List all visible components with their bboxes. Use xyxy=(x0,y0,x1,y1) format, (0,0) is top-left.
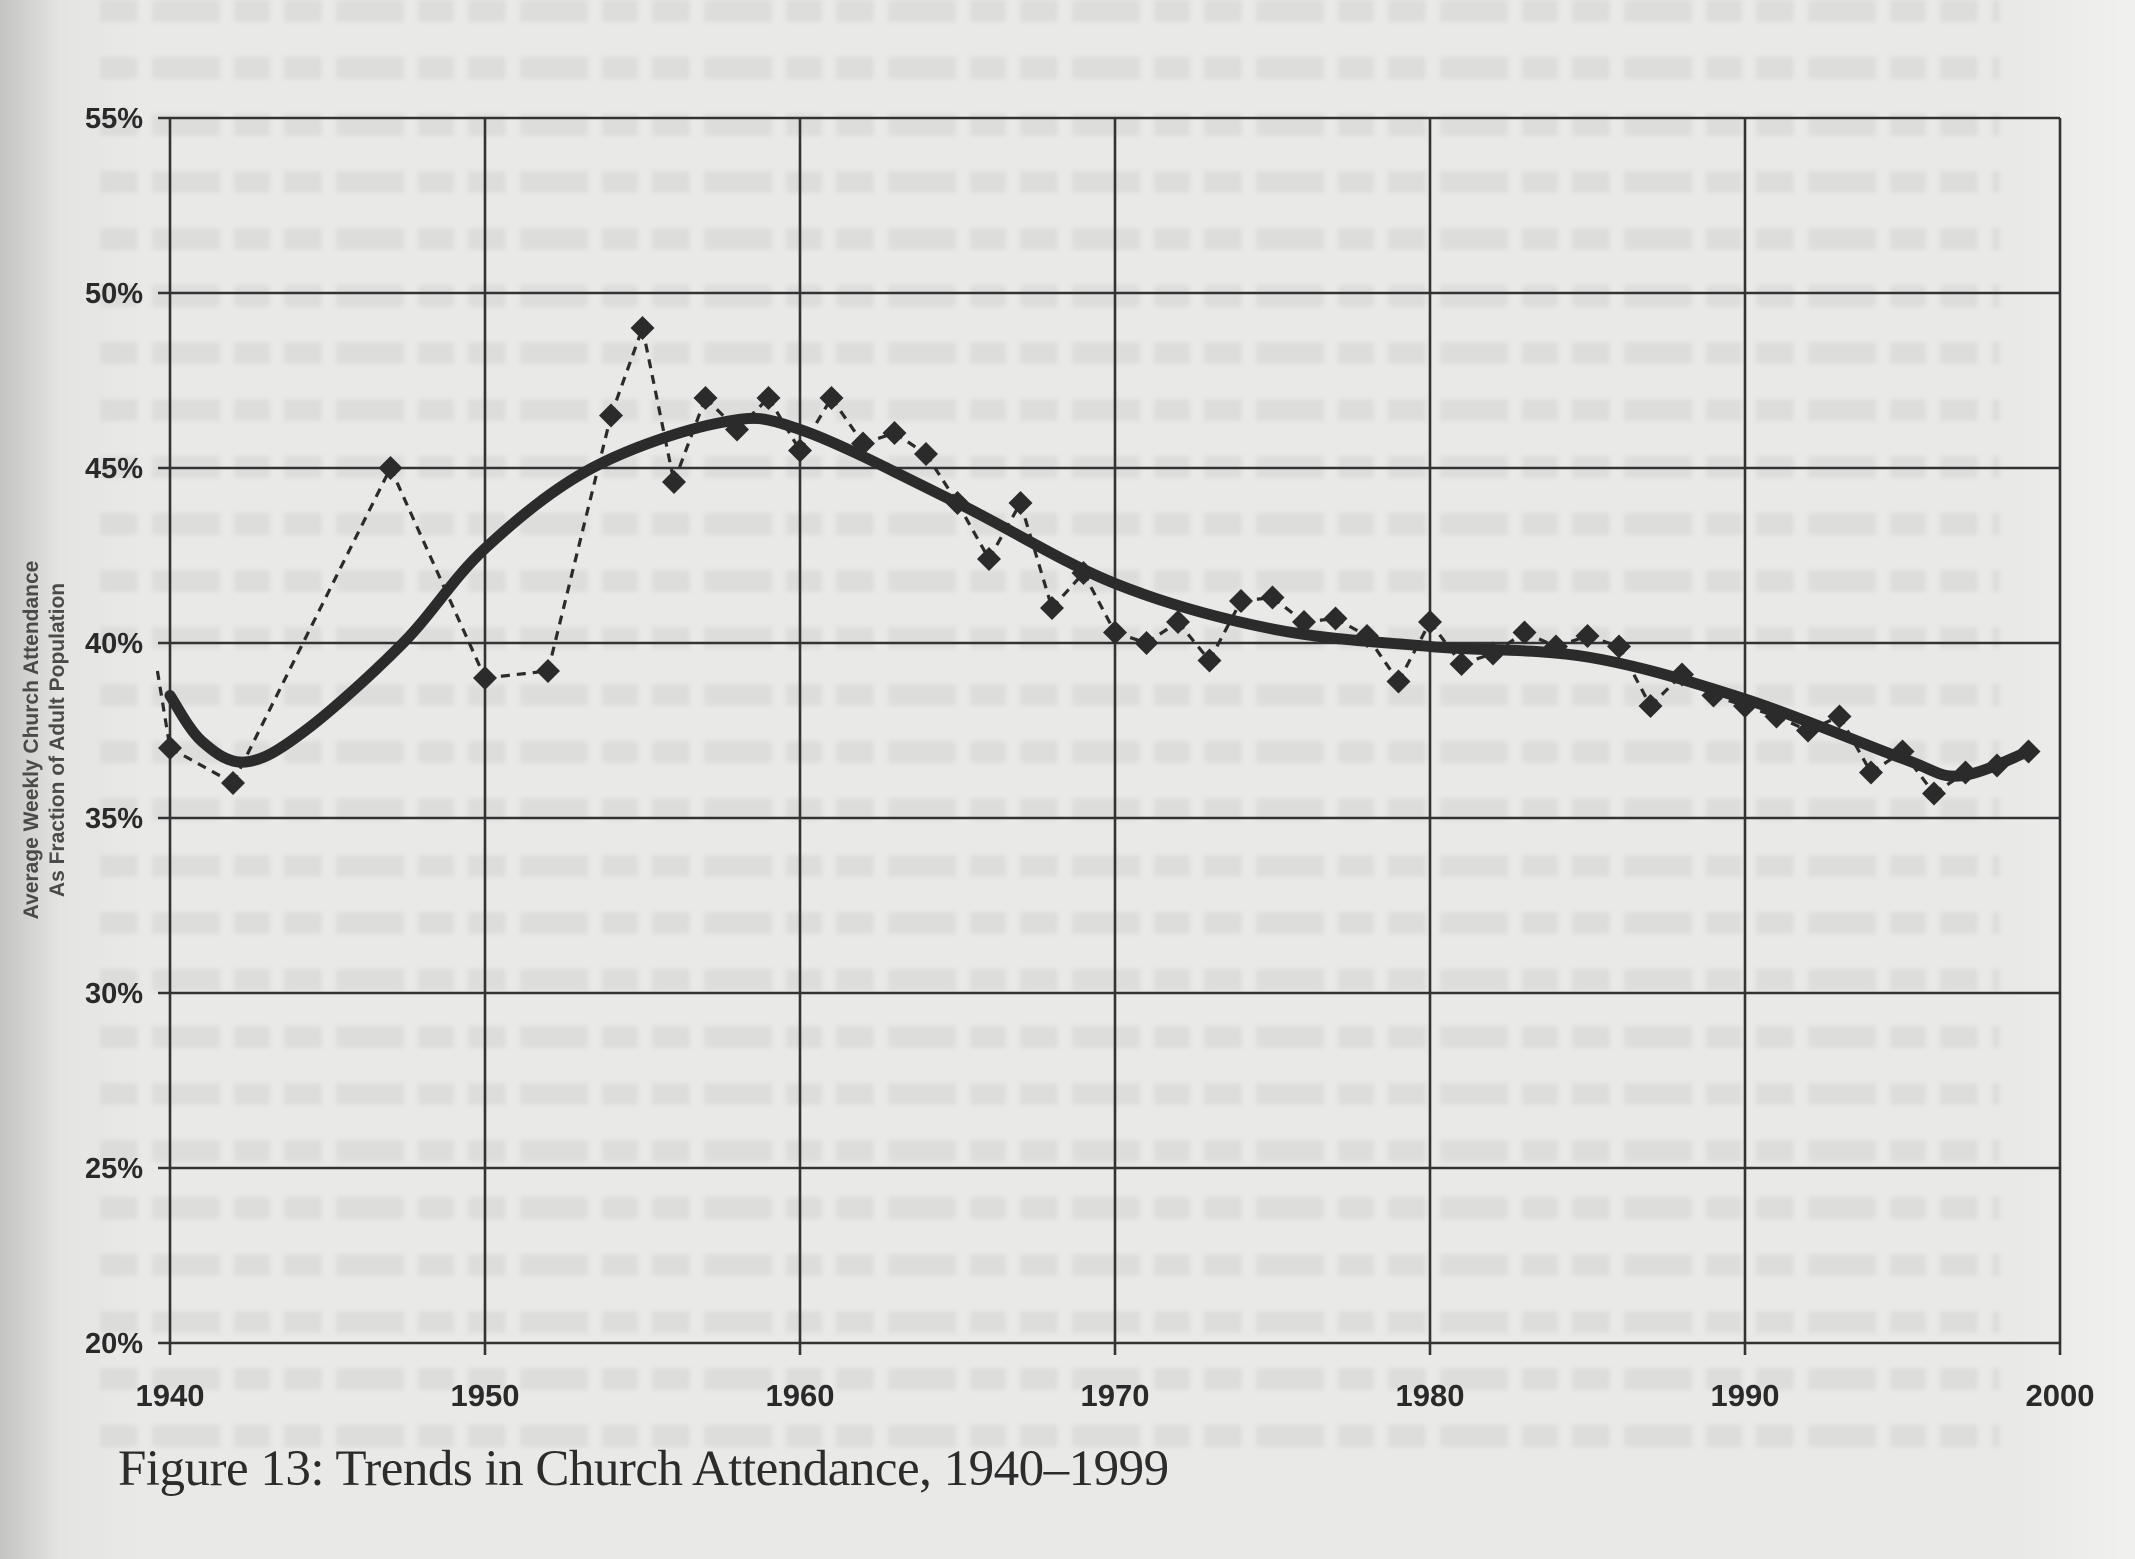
series-segment xyxy=(1901,750,1936,795)
y-axis-title-line-1: Average Weekly Church Attendance xyxy=(20,561,43,920)
series-segment xyxy=(956,502,991,560)
series-segment xyxy=(924,453,959,504)
series-segment xyxy=(640,327,676,483)
data-point-1952 xyxy=(536,659,560,683)
data-point-1979 xyxy=(1386,669,1411,694)
data-point-1995 xyxy=(1890,739,1915,764)
y-axis-title: Average Weekly Church Attendance As Frac… xyxy=(20,561,69,920)
data-point-1957 xyxy=(693,386,718,410)
data-point-1982 xyxy=(1481,641,1505,666)
series-segment xyxy=(546,415,613,672)
data-point-1994 xyxy=(1859,760,1883,785)
y-axis-title-line-2: As Fraction of Adult Population xyxy=(46,583,69,897)
series-segment xyxy=(672,397,707,483)
data-point-1987 xyxy=(1638,694,1663,718)
x-tick-label: 1980 xyxy=(1396,1378,1465,1413)
data-point-1993 xyxy=(1827,704,1852,729)
series-segment xyxy=(798,397,833,452)
x-axis-tick-labels: 1940 1950 1960 1970 1980 1990 2000 xyxy=(136,1378,2095,1413)
series-segment xyxy=(609,327,645,417)
annual-attendance-series xyxy=(155,327,2030,795)
series-segment xyxy=(1838,715,1873,774)
data-point-1997 xyxy=(1953,760,1978,785)
data-point-1976 xyxy=(1292,610,1316,634)
annual-attendance-markers xyxy=(158,316,2041,806)
data-point-1969 xyxy=(1071,561,1096,585)
series-segment xyxy=(1082,572,1117,634)
series-segment xyxy=(987,502,1022,560)
x-tick-label: 1960 xyxy=(766,1378,835,1413)
data-point-1975 xyxy=(1260,585,1285,610)
data-point-1947 xyxy=(378,456,403,480)
data-point-1958 xyxy=(725,417,749,442)
data-point-1992 xyxy=(1796,718,1820,743)
data-point-1971 xyxy=(1134,631,1159,655)
series-segment xyxy=(1397,621,1432,683)
series-segment xyxy=(169,746,234,785)
series-segment xyxy=(231,467,392,784)
data-point-1989 xyxy=(1701,683,1726,708)
series-segment xyxy=(767,397,802,452)
data-point-1974 xyxy=(1229,589,1253,613)
x-tick-label: 1990 xyxy=(1711,1378,1780,1413)
data-point-1988 xyxy=(1670,662,1694,687)
x-tick-label: 1970 xyxy=(1081,1378,1150,1413)
data-point-1973 xyxy=(1197,648,1222,673)
y-tick-label: 35% xyxy=(85,803,143,835)
data-point-1985 xyxy=(1575,624,1600,648)
y-tick-label: 20% xyxy=(85,1328,143,1360)
data-point-1980 xyxy=(1418,610,1442,634)
data-point-1963 xyxy=(882,421,907,445)
data-point-1959 xyxy=(756,386,781,410)
data-point-1981 xyxy=(1449,652,1474,676)
data-point-1950 xyxy=(473,666,497,690)
data-point-1978 xyxy=(1355,624,1379,648)
data-point-1983 xyxy=(1512,620,1537,645)
data-point-1968 xyxy=(1040,596,1064,620)
data-point-1998 xyxy=(1985,753,2009,778)
trend-curve xyxy=(164,412,2034,782)
data-point-1960 xyxy=(788,438,812,463)
figure-caption: Figure 13: Trends in Church Attendance, … xyxy=(118,1441,1169,1497)
y-axis-tick-labels: 55% 50% 45% 40% 35% 30% 25% 20% xyxy=(85,103,143,1360)
y-tick-label: 50% xyxy=(85,278,143,310)
series-segment xyxy=(1428,621,1463,665)
series-segment xyxy=(1617,645,1652,707)
x-tick-label: 1950 xyxy=(451,1378,520,1413)
data-point-1942 xyxy=(221,771,245,795)
data-point-1962 xyxy=(851,431,875,456)
data-point-1954 xyxy=(599,403,623,428)
data-point-1967 xyxy=(1008,491,1033,515)
series-segment xyxy=(389,467,487,679)
data-point-1991 xyxy=(1764,704,1789,729)
data-point-1972 xyxy=(1166,610,1190,634)
data-point-1966 xyxy=(977,547,1001,571)
y-tick-label: 30% xyxy=(85,978,143,1010)
data-point-1986 xyxy=(1607,634,1631,659)
y-tick-label: 45% xyxy=(85,453,143,485)
grid-lines xyxy=(158,116,2062,1355)
data-point-1965 xyxy=(945,491,970,515)
y-tick-label: 55% xyxy=(85,103,143,135)
data-point-1977 xyxy=(1323,606,1348,631)
series-segment xyxy=(1018,502,1054,609)
x-tick-label: 2000 xyxy=(2026,1378,2095,1413)
series-segment xyxy=(1208,600,1243,662)
y-tick-label: 25% xyxy=(85,1153,143,1185)
data-point-1996 xyxy=(1922,781,1946,806)
data-point-1990 xyxy=(1733,694,1757,718)
data-point-1956 xyxy=(662,470,686,494)
y-tick-label: 40% xyxy=(85,628,143,660)
data-point-1970 xyxy=(1103,620,1127,645)
data-point-1984 xyxy=(1544,634,1568,659)
data-point-1964 xyxy=(914,442,938,466)
data-point-1955 xyxy=(630,316,655,340)
data-point-1940 xyxy=(158,736,182,760)
data-point-1961 xyxy=(819,386,844,410)
smoothed-trend-line xyxy=(164,412,2034,782)
series-lead-in-segment xyxy=(155,670,172,749)
x-tick-label: 1940 xyxy=(136,1378,205,1413)
data-point-1999 xyxy=(2016,739,2041,764)
